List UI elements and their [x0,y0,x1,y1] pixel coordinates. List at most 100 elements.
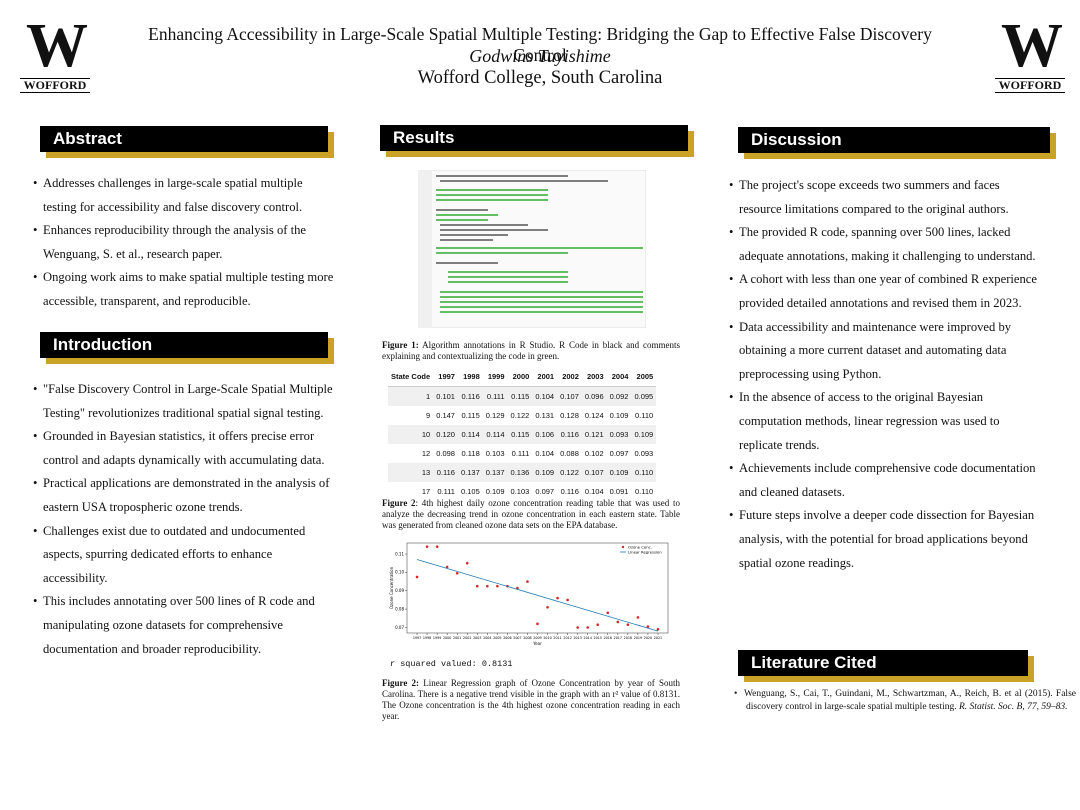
logo-name: WOFFORD [20,78,90,93]
table-row: 10 0.120 0.114 0.114 0.115 0.106 0.116 0.121 0.0… [388,425,657,444]
table-cell: 0.105 [460,487,480,496]
section-header: Introduction [40,332,334,364]
table-cell: 0.116 [560,487,579,496]
figure-caption: Figure 1: Algorithm annotations in R Stu… [382,340,680,362]
table-cell: 0.088 [560,449,579,458]
x-tick-label: 2006 [503,636,511,640]
table-cell: 0.137 [460,468,480,477]
code-screenshot [418,170,646,328]
table-cell: 0.116 [436,468,455,477]
table-cell: 0.120 [436,430,455,439]
section-header: Literature Cited [738,650,1034,682]
data-point [415,575,419,579]
y-axis-label: Ozone Concentration [389,566,394,609]
table-cell: 0.096 [584,392,604,401]
bullet: In the absence of access to the original… [729,386,1042,457]
table-cell: 0.124 [584,411,604,420]
table-cell: 0.114 [486,430,505,439]
column-header: 2003 [581,367,607,387]
data-point [475,584,479,588]
x-tick-label: 2021 [654,636,662,640]
table-row: 12 0.098 0.118 0.103 0.111 0.104 0.088 0.102 0.0… [388,444,656,463]
table-cell: 0.131 [535,411,555,420]
x-tick-label: 2001 [453,636,461,640]
y-tick-label: 0.11 [395,551,404,556]
bullet-list: "False Discovery Control in Large-Scale … [33,378,338,661]
table-cell: 0.101 [436,392,455,401]
caption-text: : 4th highest daily ozone concentration … [382,498,680,530]
x-tick-label: 2010 [543,636,551,640]
heading: Discussion [738,127,1050,153]
data-point [486,584,489,588]
data-point [526,580,529,583]
table-cell: 0.111 [437,487,455,496]
table-cell: 0.104 [584,487,604,496]
x-tick-label: 1998 [423,636,431,640]
data-point [606,611,610,615]
table-cell: 0.115 [511,430,530,439]
legend-label: Linear Regression [628,549,662,554]
table-cell: 0.106 [535,430,555,439]
column-header: 1998 [457,367,483,387]
table-row: 1 0.101 0.116 0.111 0.115 0.104 0.107 0.096 0.09… [388,386,657,406]
data-point [656,628,660,631]
data-point [626,623,630,627]
y-tick-label: 0.07 [395,625,404,630]
citation: • Wenguang, S., Cai, T., Guindani, M., S… [734,689,1076,712]
table-cell: 0.111 [486,392,505,401]
table-cell: 0.128 [560,411,579,420]
table-cell: 0.114 [461,430,480,439]
x-tick-label: 2002 [463,636,471,640]
bullet: Practical applications are demonstrated … [33,472,338,519]
table-cell: 0.147 [436,411,455,420]
logo-right: W WOFFORD [995,12,1065,93]
x-tick-label: 2017 [614,636,622,640]
data-point [546,605,549,609]
table-cell: 9 [426,411,431,420]
table-row: 17 0.111 0.105 0.109 0.103 0.097 0.116 0.104 0.0… [388,482,656,501]
caption-label: Figure 1: [382,340,419,350]
caption-label: Figure 2 [382,498,416,508]
table-cell: 0.109 [609,411,629,420]
heading: Results [380,125,688,151]
table-cell: 0.095 [634,392,654,401]
legend-swatch [621,545,625,549]
logo-name: WOFFORD [995,78,1065,93]
bullet: Data accessibility and maintenance were … [729,316,1042,387]
data-table: State Code 1997 1998 1999 2000 2001 2002 2003 20… [388,367,657,501]
data-point [576,626,579,629]
x-tick-label: 2005 [493,636,501,640]
table-cell: 0.109 [634,430,654,439]
bullet-list: Addresses challenges in large-scale spat… [33,172,336,314]
data-point [566,598,569,602]
logo-letter: W [1001,12,1063,80]
x-tick-label: 2004 [483,636,491,640]
table-cell: 0.103 [510,487,530,496]
table-cell: 0.110 [635,487,654,496]
logo-letter: W [26,12,88,80]
author: Godwins Tuyishime [469,46,611,66]
column-header: State Code [388,367,434,387]
table-cell: 0.097 [535,487,555,496]
data-point [596,623,600,627]
table-cell: 0.118 [461,449,480,458]
bullet: Future steps involve a deeper code disse… [729,504,1042,575]
x-tick-label: 2008 [523,636,531,640]
y-tick-label: 0.10 [395,570,404,575]
table-cell: 1 [426,392,431,401]
caption-text: Algorithm annotations in R Studio. R Cod… [382,340,680,361]
table-cell: 0.109 [609,468,629,477]
bullet: Grounded in Bayesian statistics, it offe… [33,425,338,472]
table-row: 13 0.116 0.137 0.137 0.136 0.109 0.122 0.107 0.1… [388,463,657,482]
table-cell: 0.122 [510,411,530,420]
table-cell: 0.097 [609,449,629,458]
caption-label: Figure 2: [382,678,420,688]
section-header: Results [380,125,694,157]
column-header: 2000 [507,367,533,387]
data-point [425,545,429,548]
x-tick-label: 2009 [533,636,541,640]
heading: Literature Cited [738,650,1028,676]
x-tick-label: 2020 [644,636,652,640]
table-cell: 0.111 [511,449,530,458]
